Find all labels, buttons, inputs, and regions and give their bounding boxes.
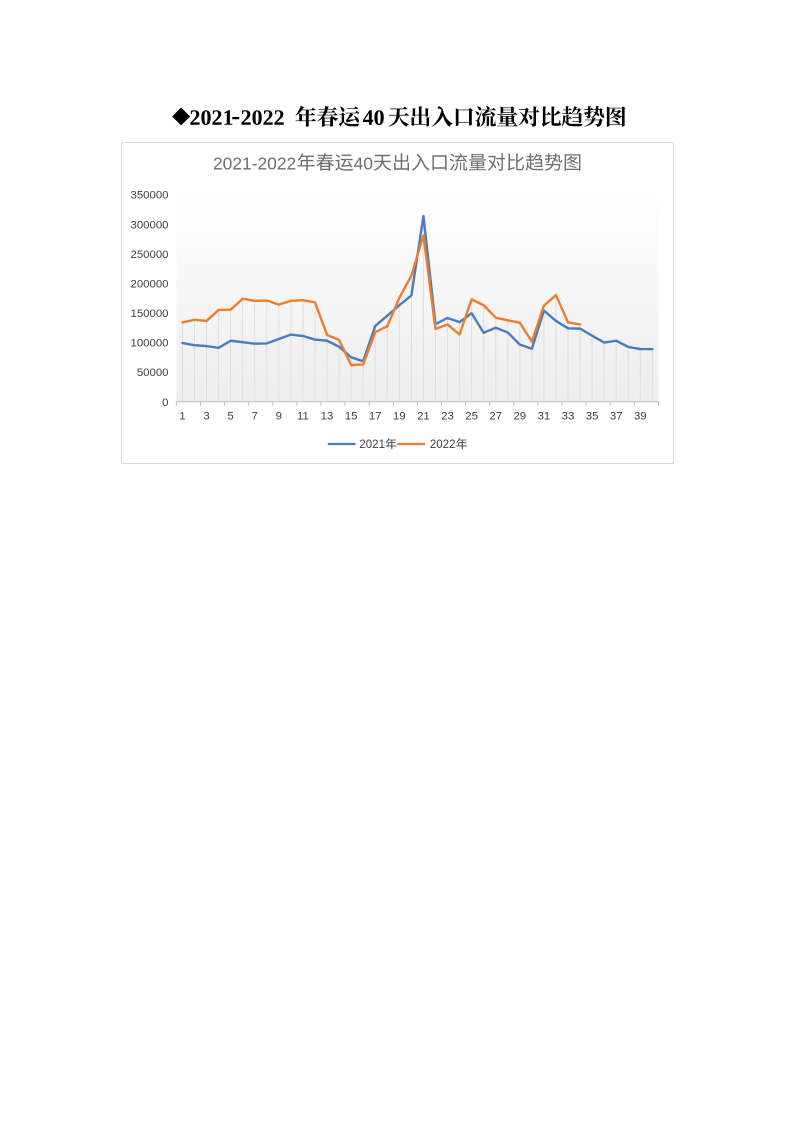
svg-text:15: 15 [345, 411, 358, 423]
svg-text:23: 23 [441, 411, 454, 423]
svg-text:29: 29 [513, 411, 526, 423]
svg-text:13: 13 [321, 411, 334, 423]
svg-text:300000: 300000 [130, 219, 168, 231]
svg-text:2021: 2021 [359, 439, 385, 451]
svg-text:5: 5 [227, 411, 233, 423]
svg-text:11: 11 [297, 411, 309, 423]
svg-text:2022: 2022 [430, 439, 456, 451]
svg-text:7: 7 [252, 411, 258, 423]
svg-text:250000: 250000 [130, 249, 168, 261]
svg-text:9: 9 [276, 411, 282, 423]
svg-text:25: 25 [465, 411, 478, 423]
svg-text:350000: 350000 [130, 190, 168, 202]
svg-text:150000: 150000 [130, 308, 168, 320]
svg-text:2021-2022: 2021-2022 [213, 153, 296, 173]
svg-text:33: 33 [562, 411, 575, 423]
svg-text:1: 1 [179, 411, 185, 423]
svg-text:200000: 200000 [130, 279, 168, 291]
svg-text:100000: 100000 [130, 338, 168, 350]
svg-text:39: 39 [634, 411, 647, 423]
svg-text:31: 31 [538, 411, 551, 423]
svg-text:27: 27 [489, 411, 502, 423]
svg-text:17: 17 [369, 411, 382, 423]
svg-text:40: 40 [354, 153, 373, 173]
svg-text:35: 35 [586, 411, 599, 423]
svg-text:0: 0 [162, 397, 168, 409]
svg-text:21: 21 [417, 411, 430, 423]
svg-text:3: 3 [203, 411, 209, 423]
svg-text:37: 37 [610, 411, 623, 423]
svg-text:19: 19 [393, 411, 406, 423]
svg-text:50000: 50000 [137, 367, 169, 379]
